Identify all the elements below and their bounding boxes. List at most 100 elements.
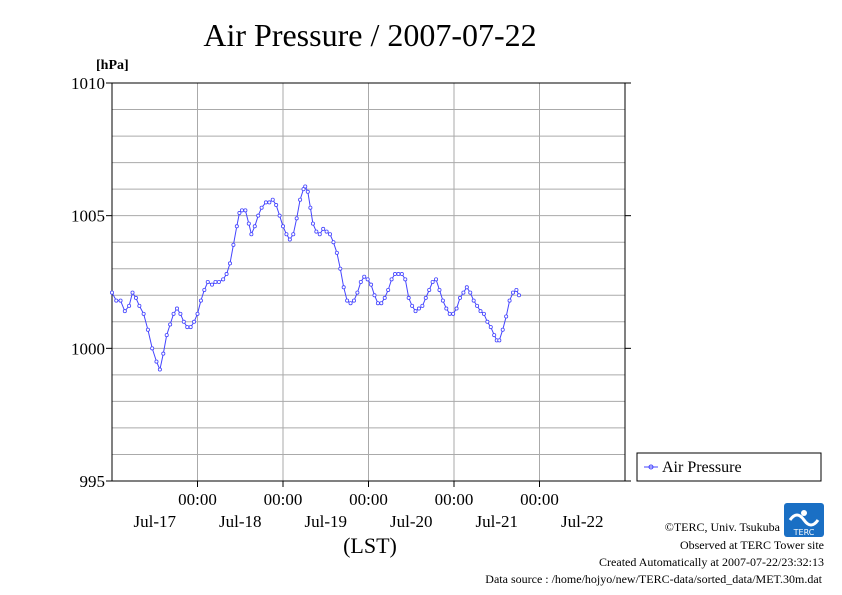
data-point [497, 338, 502, 343]
data-point [141, 311, 146, 316]
data-point [267, 200, 272, 205]
data-point [284, 232, 289, 237]
data-point [305, 189, 310, 194]
data-point [427, 287, 432, 292]
y-axis: 995 1000 1005 1010 [71, 74, 631, 491]
data-point [334, 250, 339, 255]
y-tick-label: 1010 [71, 74, 105, 93]
data-point [145, 327, 150, 332]
data-point [434, 277, 439, 282]
data-point [410, 303, 415, 308]
data-point [263, 200, 268, 205]
footer-source: Data source : /home/hojyo/new/TERC-data/… [485, 572, 822, 586]
data-point [227, 261, 232, 266]
data-point [122, 309, 127, 314]
data-point [454, 306, 459, 311]
data-point [416, 306, 421, 311]
x-tick-date-label: Jul-19 [305, 512, 348, 531]
x-axis-label: (LST) [343, 533, 397, 558]
data-point [389, 277, 394, 282]
x-tick-time-label: 00:00 [349, 490, 388, 509]
data-point [328, 232, 333, 237]
data-point [270, 197, 275, 202]
data-point [277, 213, 282, 218]
data-point [504, 314, 509, 319]
data-point [351, 298, 356, 303]
data-point [423, 295, 428, 300]
x-tick-date-label: Jul-17 [134, 512, 177, 531]
data-point [157, 367, 162, 372]
data-point [348, 301, 353, 306]
data-point [324, 229, 329, 234]
data-point [188, 325, 193, 330]
data-point [259, 205, 264, 210]
x-tick-date-label: Jul-18 [219, 512, 262, 531]
data-point [365, 277, 370, 282]
data-point [234, 224, 239, 229]
data-point [488, 325, 493, 330]
y-tick-label: 1000 [71, 339, 105, 358]
data-point [110, 290, 115, 295]
data-point [396, 272, 401, 277]
data-point [216, 279, 221, 284]
data-point [294, 216, 299, 221]
legend-label: Air Pressure [662, 459, 742, 476]
logo-sun-icon [801, 510, 807, 516]
chart-title: Air Pressure / 2007-07-22 [203, 17, 536, 53]
data-point [168, 322, 173, 327]
data-point [468, 290, 473, 295]
data-point [205, 279, 210, 284]
data-point [192, 319, 197, 324]
data-point [237, 211, 242, 216]
legend-box [636, 452, 822, 482]
terc-logo: TERC [784, 503, 824, 537]
data-point [118, 298, 123, 303]
x-tick-date-label: Jul-21 [476, 512, 519, 531]
data-point [481, 311, 486, 316]
data-point [310, 221, 315, 226]
data-point [154, 359, 159, 364]
data-point [246, 221, 251, 226]
footer-copyright: ©TERC, Univ. Tsukuba [665, 520, 781, 534]
data-point [500, 327, 505, 332]
data-point [437, 287, 442, 292]
y-axis-unit: [hPa] [96, 58, 129, 73]
data-point [345, 298, 350, 303]
data-point [249, 232, 254, 237]
data-point [457, 295, 462, 300]
data-point [239, 208, 244, 213]
x-tick-time-label: 00:00 [520, 490, 559, 509]
x-tick-date-label: Jul-20 [390, 512, 433, 531]
data-point [256, 213, 261, 218]
data-point [198, 298, 203, 303]
data-point [393, 272, 398, 277]
data-point [514, 287, 519, 292]
data-point [171, 311, 176, 316]
legend-marker-swatch [648, 464, 654, 470]
data-point [137, 303, 142, 308]
x-tick-date-label: Jul-22 [561, 512, 604, 531]
data-point [221, 277, 226, 282]
y-tick-label: 995 [80, 472, 106, 491]
data-point [471, 298, 476, 303]
footer-observed: Observed at TERC Tower site [680, 538, 824, 552]
data-point [213, 279, 218, 284]
data-point [210, 282, 215, 287]
data-point [301, 187, 306, 192]
data-point [461, 290, 466, 295]
data-point [399, 272, 404, 277]
data-point [507, 298, 512, 303]
footer-created: Created Automatically at 2007-07-22/23:3… [599, 555, 824, 569]
data-point [451, 311, 456, 316]
data-point [174, 306, 179, 311]
data-point [114, 298, 119, 303]
data-point [127, 303, 132, 308]
data-point [475, 303, 480, 308]
x-tick-time-label: 00:00 [178, 490, 217, 509]
data-point [372, 293, 377, 298]
data-point [280, 224, 285, 229]
data-point [130, 290, 135, 295]
data-point [358, 279, 363, 284]
data-point [362, 274, 367, 279]
